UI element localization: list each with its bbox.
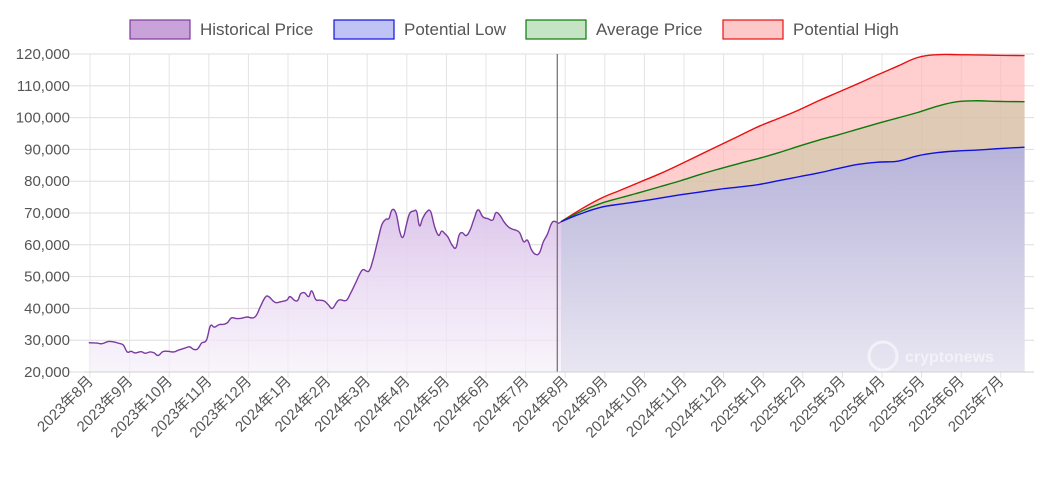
legend-label: Potential High [793,20,899,39]
historical-price-line [88,208,562,357]
legend-swatch [333,19,395,40]
legend-label: Historical Price [200,20,313,39]
y-tick-label: 30,000 [24,332,70,349]
watermark: cryptonews [867,340,994,372]
y-tick-label: 20,000 [24,364,70,381]
legend-swatch [722,19,784,40]
watermark-icon [867,340,899,372]
y-tick-label: 80,000 [24,173,70,190]
legend-swatch [525,19,587,40]
legend-label: Potential Low [404,20,507,39]
legend-item-hist[interactable]: Historical Price [129,19,313,40]
potential-low-area [561,147,1025,372]
series-lines [88,53,1025,357]
legend-item-avg[interactable]: Average Price [525,19,702,40]
historical-price-area [88,209,562,372]
y-tick-label: 100,000 [16,110,70,127]
y-tick-label: 110,000 [17,78,70,95]
y-tick-label: 70,000 [24,205,70,222]
legend-item-low[interactable]: Potential Low [333,19,507,40]
legend-label: Average Price [596,20,702,39]
watermark-text: cryptonews [905,349,994,366]
series-areas [88,54,1025,372]
legend-swatch [129,19,191,40]
legend: Historical Price Potential Low Average Pri… [129,19,899,40]
y-tick-label: 50,000 [24,269,70,286]
y-tick-label: 40,000 [24,300,70,317]
y-tick-label: 120,000 [16,46,70,63]
potential-high-line [560,53,1025,223]
average-price-line [560,100,1025,223]
legend-item-high[interactable]: Potential High [722,19,899,40]
potential-low-line [560,146,1025,223]
watermark-logo: cryptonews [867,340,994,372]
y-tick-label: 60,000 [24,237,70,254]
y-tick-label: 90,000 [24,141,70,158]
